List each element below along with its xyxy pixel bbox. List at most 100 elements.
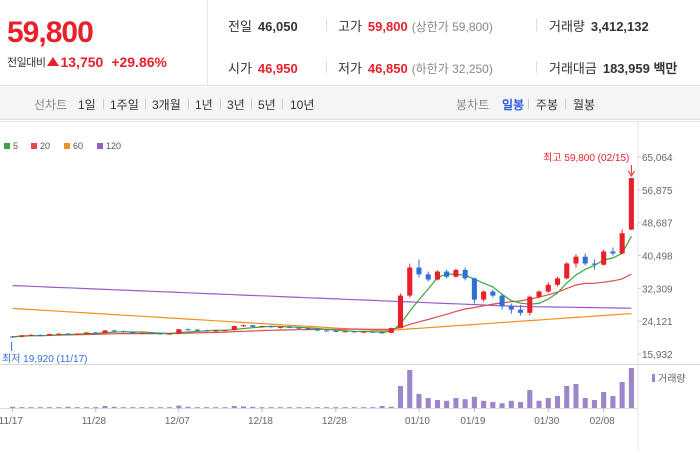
candle-body: [83, 332, 90, 334]
volume-bar: [351, 407, 357, 408]
volume-bar: [582, 398, 588, 408]
candle-body: [518, 309, 524, 313]
volume-bar: [545, 398, 551, 408]
volume-bar: [444, 400, 450, 408]
candle-body: [416, 267, 422, 275]
volume-bar: [573, 384, 579, 408]
tab-divider: [103, 99, 104, 109]
volume-bar: [250, 406, 256, 408]
low-annotation: 최저 19,920 (11/17): [2, 353, 88, 365]
ma60-line: [12, 307, 632, 332]
volume-bar: [204, 407, 210, 408]
legend-swatch-20: [31, 143, 37, 149]
candle-body: [268, 326, 274, 328]
volume-bar: [518, 402, 524, 408]
volume-bar: [490, 402, 496, 408]
change-amount: 13,750: [60, 54, 104, 70]
stock-summary: 59,800 전일대비 13,750 +29.86% 전일 46,050 고가 59…: [0, 0, 700, 86]
ma5-line: [12, 235, 632, 338]
candle-body: [28, 334, 34, 336]
tab-1w[interactable]: 1주일: [110, 98, 139, 112]
tab-divider: [528, 99, 529, 109]
candle-body: [240, 325, 247, 327]
volume-bar: [619, 382, 625, 408]
candle-body: [582, 256, 588, 264]
y-tick-label: 40,498: [642, 252, 673, 263]
x-tick-label: 11/28: [82, 416, 107, 427]
candle-body: [361, 331, 367, 333]
candle-body: [204, 330, 210, 332]
candle-body: [74, 333, 80, 335]
volume-bar: [10, 406, 16, 408]
volume-bar: [37, 407, 43, 408]
volume-bar: [370, 407, 376, 408]
volume-bar: [231, 406, 237, 408]
volume-bar: [314, 407, 320, 408]
price-chart[interactable]: 5 20 60 120 65,064 56,875 48,687 40,498 32,309 24…: [0, 121, 700, 450]
tab-5y[interactable]: 5년: [258, 98, 276, 112]
stat-volume: 거래량 3,412,132: [549, 19, 649, 34]
volume-bar: [425, 398, 431, 408]
volume-bar: [259, 407, 265, 408]
candle-body: [250, 325, 256, 327]
volume-bar: [305, 407, 311, 408]
candle-body: [453, 269, 459, 277]
tab-divider: [145, 99, 146, 109]
volume-bar: [185, 406, 191, 408]
x-tick-label: 01/10: [405, 416, 430, 427]
volume-bar: [333, 407, 339, 408]
candle-body: [305, 328, 311, 330]
volume-bar: [564, 386, 570, 408]
candlestick-chart-svg[interactable]: 5 20 60 120 65,064 56,875 48,687 40,498 32,309 24…: [0, 121, 700, 450]
volume-bar: [157, 407, 163, 408]
volume-bar: [277, 407, 283, 408]
tab-10y[interactable]: 10년: [290, 98, 315, 112]
candle-body: [111, 330, 117, 332]
volume-bar: [453, 398, 459, 408]
candle-body: [407, 267, 413, 296]
up-arrow-icon: [47, 56, 60, 66]
candle-body: [277, 326, 283, 328]
candle-body: [120, 331, 126, 333]
volume-bar: [56, 407, 62, 408]
tab-3y[interactable]: 3년: [227, 98, 245, 112]
volume-bar: [83, 407, 90, 408]
candle-body: [481, 291, 487, 300]
candle-body: [194, 329, 200, 331]
tab-1d[interactable]: 1일: [78, 98, 96, 112]
candle-body: [222, 330, 228, 332]
candle-body: [93, 332, 99, 334]
volume-bar: [148, 407, 154, 408]
tab-monthly[interactable]: 월봉: [573, 98, 596, 112]
candle-body: [342, 331, 348, 333]
volume-bar: [481, 400, 487, 408]
tab-daily[interactable]: 일봉: [502, 98, 525, 112]
candle-body: [527, 296, 533, 313]
volume-bar: [194, 407, 200, 408]
candle-body: [545, 284, 551, 292]
candle-body: [397, 295, 404, 329]
x-tick-label: 01/19: [460, 416, 485, 427]
x-tick-label: 12/18: [248, 416, 273, 427]
y-tick-label: 15,932: [642, 350, 673, 361]
high-arrowhead-icon: [627, 170, 635, 177]
x-tick-label: 12/07: [165, 416, 190, 427]
x-tick-label: 01/30: [534, 416, 559, 427]
candle-chart-title: 봉차트: [456, 98, 490, 112]
stat-open: 시가 46,950: [228, 61, 298, 76]
candle-body: [471, 278, 477, 300]
tab-3m[interactable]: 3개월: [152, 98, 181, 112]
legend-label-5: 5: [13, 141, 18, 151]
volume-bar: [176, 405, 182, 408]
candle-body: [102, 330, 108, 333]
volume-bar: [19, 407, 25, 408]
volume-bar: [471, 396, 477, 408]
candle-body: [296, 327, 302, 329]
tab-divider: [565, 99, 566, 109]
volume-bar: [407, 370, 413, 408]
candle-body: [65, 333, 71, 335]
volume-bar: [379, 406, 385, 408]
tab-1y[interactable]: 1년: [195, 98, 213, 112]
volume-bar: [324, 407, 330, 408]
tab-weekly[interactable]: 주봉: [536, 98, 559, 112]
